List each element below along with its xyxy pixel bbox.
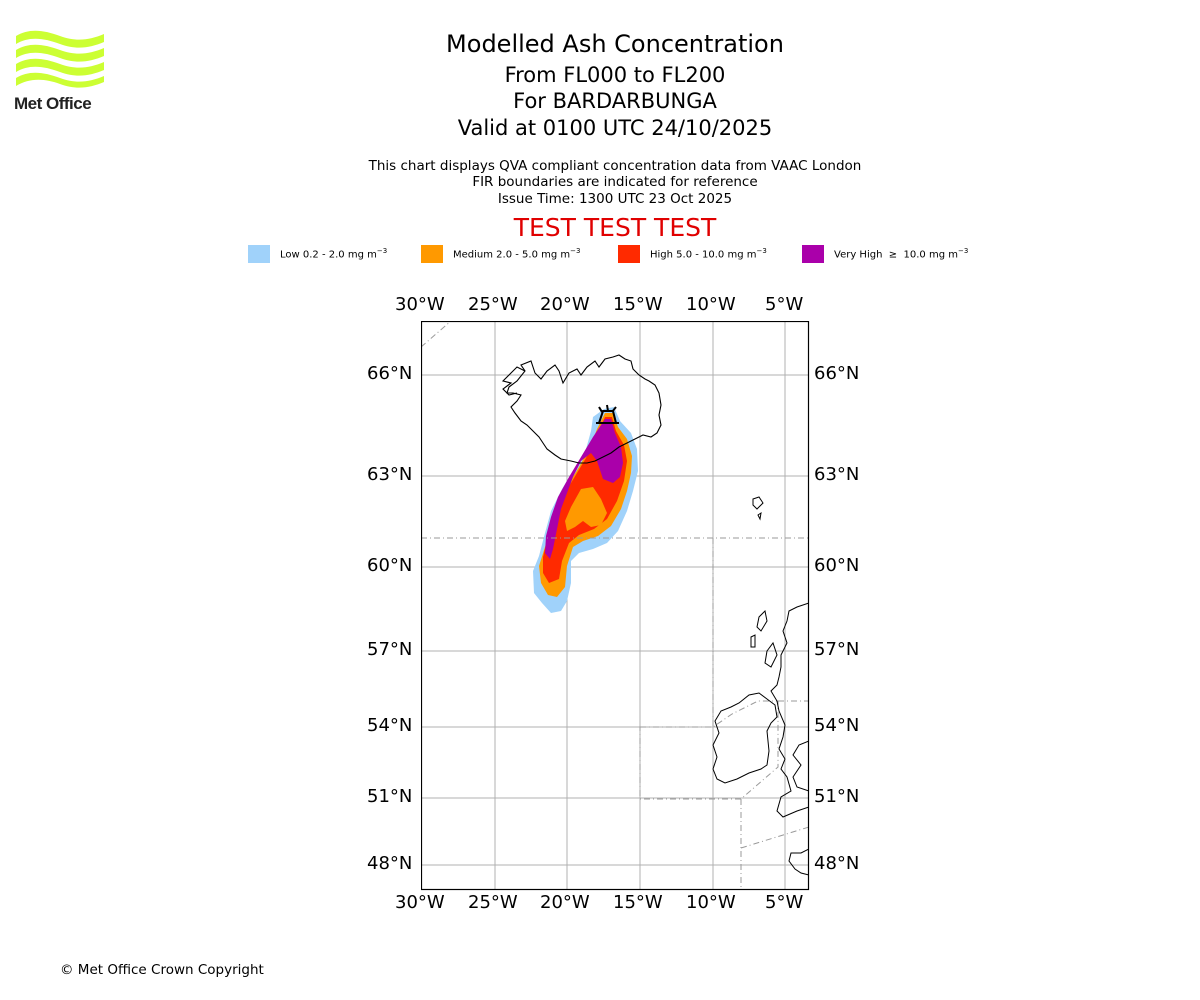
ash-map[interactable] — [421, 321, 810, 891]
wales-coastline — [792, 740, 809, 792]
legend-item-low: Low 0.2 - 2.0 mg m−3 — [248, 244, 387, 263]
lat-tick-left: 60°N — [367, 555, 413, 576]
issue-time: Issue Time: 1300 UTC 23 Oct 2025 — [497, 191, 733, 207]
lat-tick-left: 51°N — [367, 786, 413, 807]
ash-plume — [533, 407, 638, 613]
legend-swatch-high — [618, 244, 640, 263]
lat-tick-right: 66°N — [814, 363, 860, 384]
flight-levels: From FL000 to FL200 — [504, 63, 726, 87]
legend-swatch-medium — [421, 244, 443, 263]
lat-tick-left: 48°N — [367, 853, 413, 874]
test-banner: TEST TEST TEST — [513, 213, 717, 242]
legend-label: Very High ≥ 10.0 mg m−3 — [834, 246, 969, 261]
legend-item-medium: Medium 2.0 - 5.0 mg m−3 — [421, 244, 580, 263]
legend-item-very-high: Very High ≥ 10.0 mg m−3 — [802, 244, 968, 263]
subtitle-description: This chart displays QVA compliant concen… — [368, 158, 862, 174]
gridlines — [421, 321, 809, 890]
ash-very-high — [545, 419, 623, 559]
lon-tick-top: 30°W — [395, 294, 445, 315]
logo-waves-icon — [16, 30, 104, 88]
lon-tick-bottom: 20°W — [540, 892, 590, 913]
legend-label: Medium 2.0 - 5.0 mg m−3 — [453, 246, 581, 261]
chart-title: Modelled Ash Concentration — [446, 30, 784, 58]
copyright-footer: © Met Office Crown Copyright — [60, 962, 264, 978]
lat-tick-left: 57°N — [367, 639, 413, 660]
hebrides — [750, 609, 778, 668]
lon-tick-top: 20°W — [540, 294, 590, 315]
lon-tick-top: 15°W — [613, 294, 663, 315]
subtitle-fir-note: FIR boundaries are indicated for referen… — [472, 174, 758, 190]
volcano-name: For BARDARBUNGA — [513, 89, 717, 113]
lat-tick-right: 51°N — [814, 786, 860, 807]
uk-coastline — [770, 602, 809, 818]
logo-text: Met Office — [14, 94, 92, 113]
legend-swatch-very-high — [802, 244, 824, 263]
iceland-west-fjords — [501, 366, 526, 396]
lon-tick-bottom: 10°W — [686, 892, 736, 913]
lon-tick-bottom: 5°W — [765, 892, 804, 913]
lat-tick-right: 54°N — [814, 715, 860, 736]
france-coastline — [788, 848, 809, 876]
lon-tick-bottom: 30°W — [395, 892, 445, 913]
lon-tick-bottom: 15°W — [613, 892, 663, 913]
map-frame — [421, 321, 810, 891]
met-office-logo: Met Office — [14, 30, 106, 114]
legend-swatch-low — [248, 244, 270, 263]
lat-tick-left: 63°N — [367, 464, 413, 485]
legend-label: High 5.0 - 10.0 mg m−3 — [650, 246, 767, 261]
iceland-coastline — [506, 354, 662, 464]
ireland-coastline — [712, 692, 778, 784]
lat-tick-right: 63°N — [814, 464, 860, 485]
lon-tick-top: 10°W — [686, 294, 736, 315]
lat-tick-right: 57°N — [814, 639, 860, 660]
lon-tick-bottom: 25°W — [468, 892, 518, 913]
lat-tick-right: 48°N — [814, 853, 860, 874]
ash-medium-core — [565, 487, 607, 531]
faroe-islands — [752, 496, 764, 521]
legend-label: Low 0.2 - 2.0 mg m−3 — [280, 246, 388, 261]
lon-tick-top: 5°W — [765, 294, 804, 315]
lat-tick-left: 54°N — [367, 715, 413, 736]
lat-tick-left: 66°N — [367, 363, 413, 384]
valid-time: Valid at 0100 UTC 24/10/2025 — [457, 116, 773, 140]
volcano-icon — [596, 404, 619, 424]
legend-item-high: High 5.0 - 10.0 mg m−3 — [618, 244, 767, 263]
fir-boundaries — [421, 321, 809, 890]
lon-tick-top: 25°W — [468, 294, 518, 315]
lat-tick-right: 60°N — [814, 555, 860, 576]
